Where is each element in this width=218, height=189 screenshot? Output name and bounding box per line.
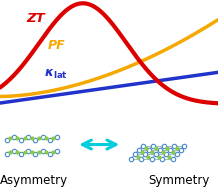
FancyArrowPatch shape [82, 140, 116, 149]
Text: Asymmetry: Asymmetry [0, 174, 68, 187]
Text: Symmetry: Symmetry [148, 174, 209, 187]
Text: ZT: ZT [26, 12, 45, 25]
Text: $\bfit{\kappa}_{\mathbf{lat}}$: $\bfit{\kappa}_{\mathbf{lat}}$ [44, 68, 68, 81]
Text: PF: PF [48, 39, 66, 52]
